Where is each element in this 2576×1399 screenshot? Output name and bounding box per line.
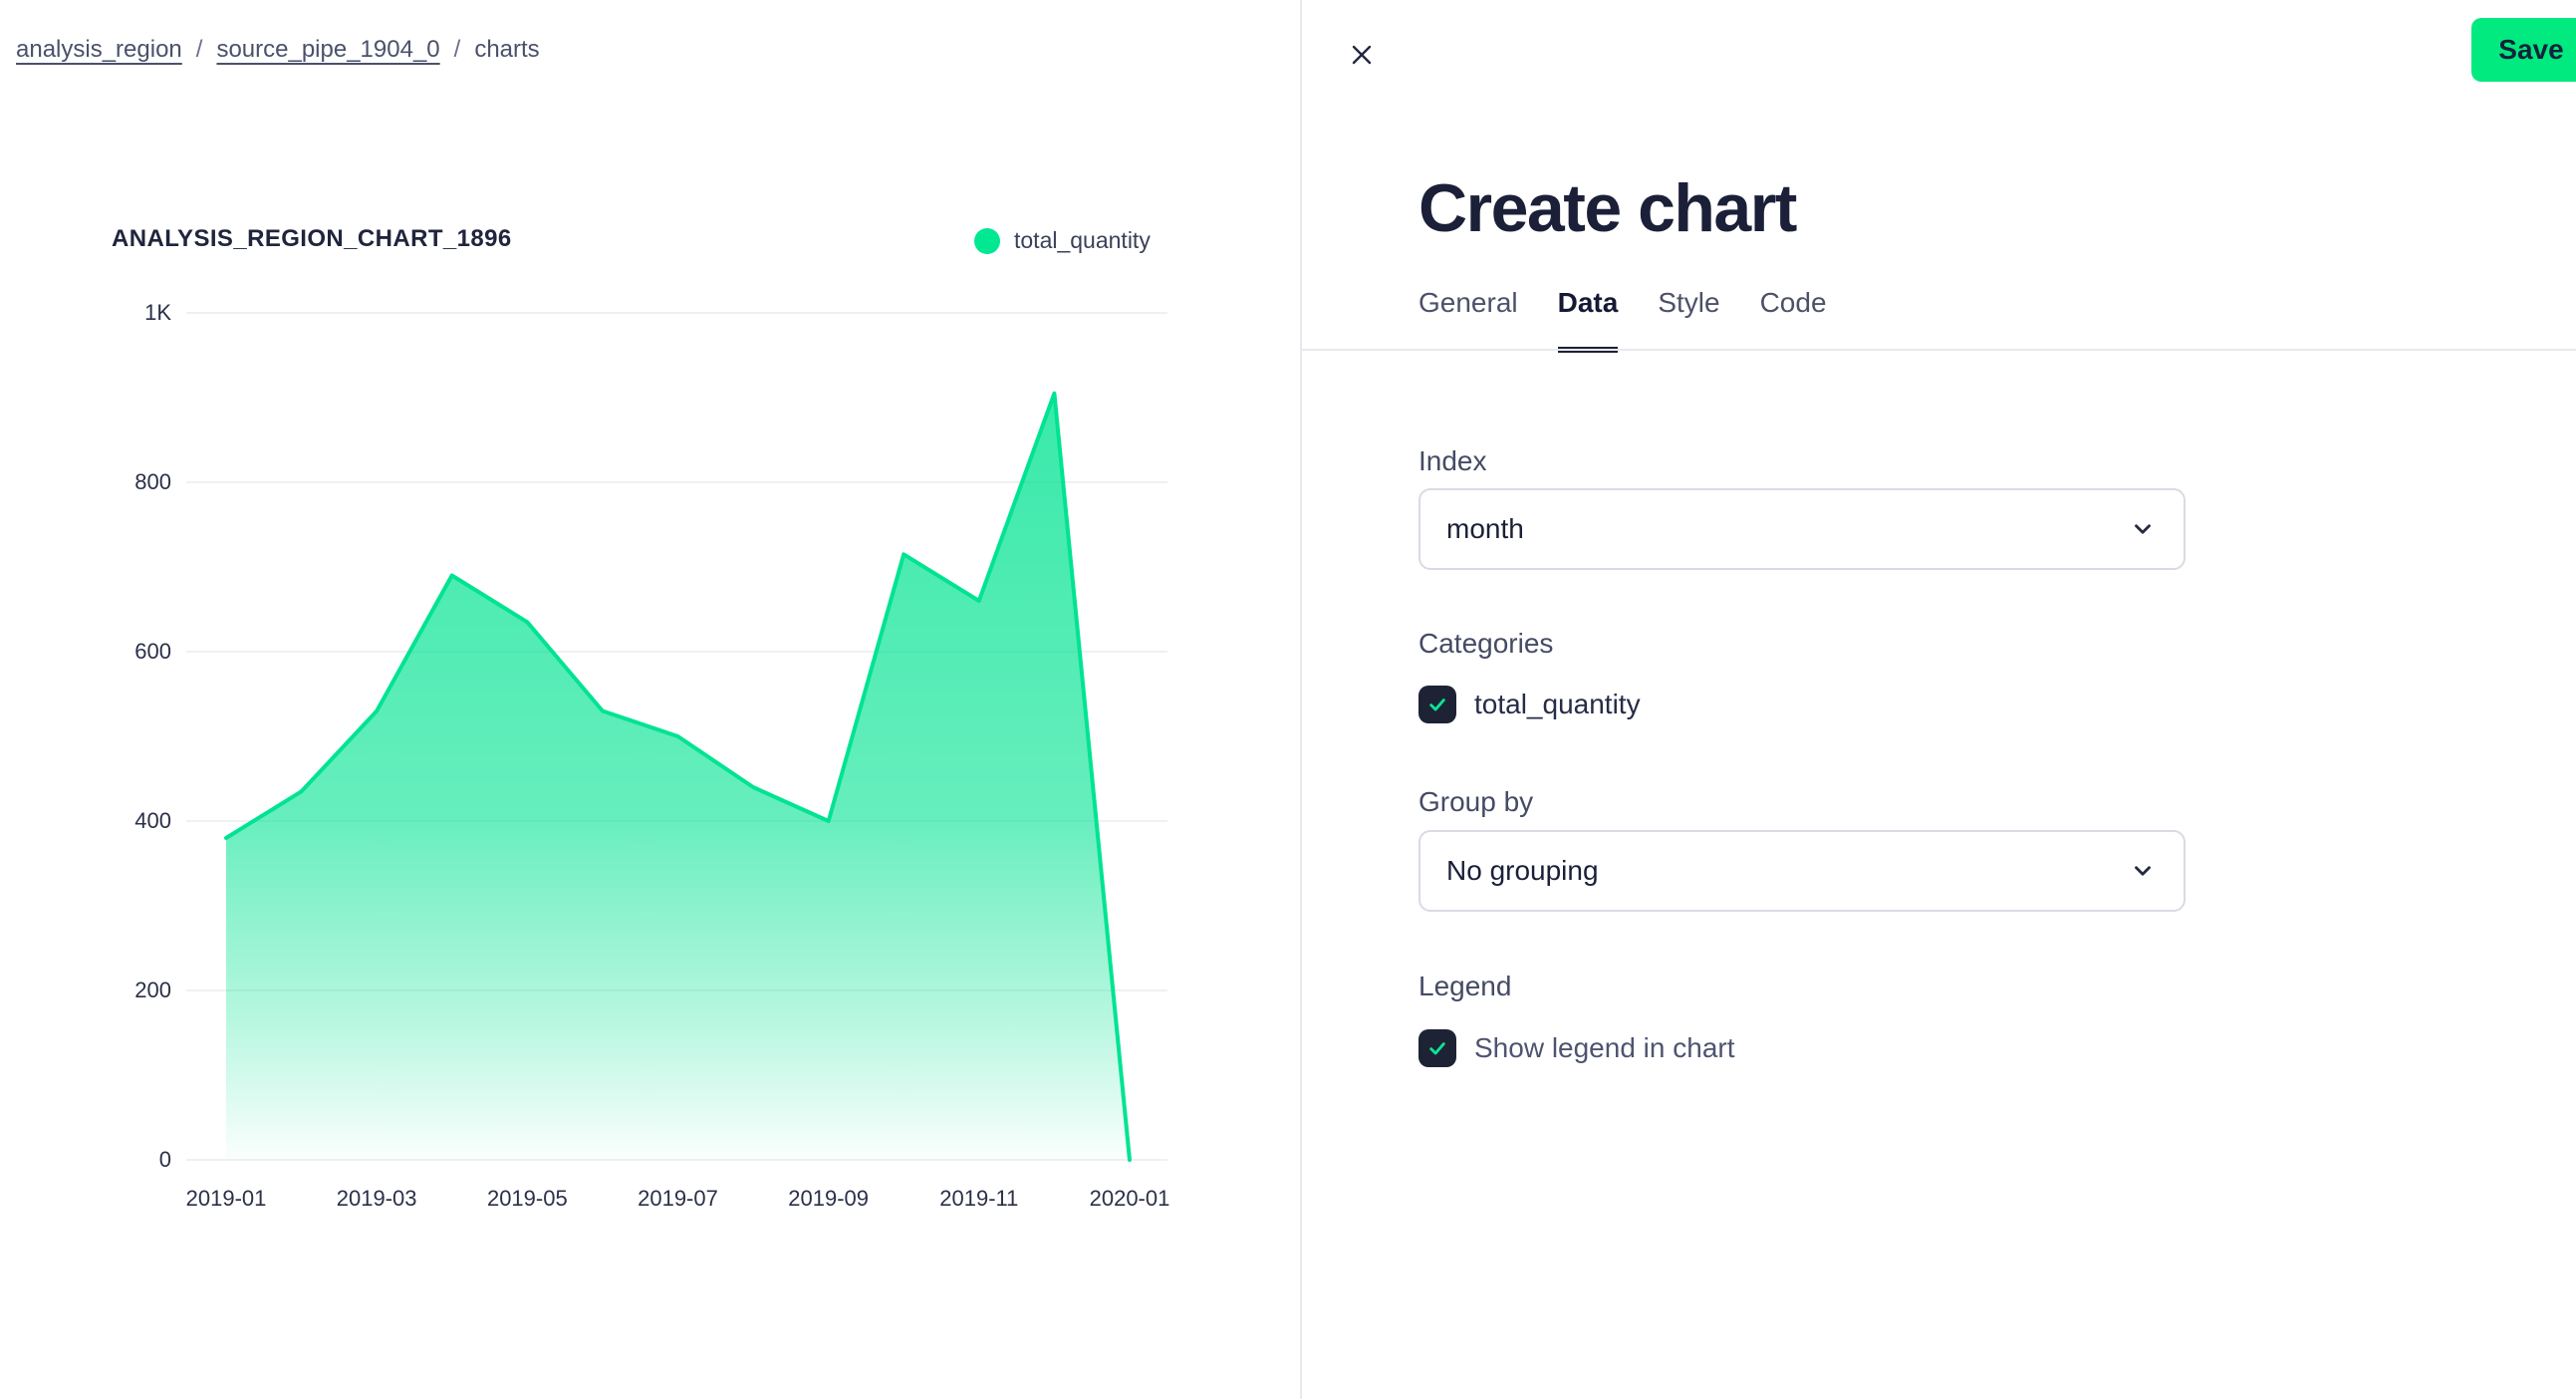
panel-divider (1300, 0, 1302, 1399)
tab-data[interactable]: Data (1557, 287, 1619, 353)
breadcrumb-item-charts: charts (474, 36, 540, 63)
x-tick-label: 2019-05 (486, 1186, 568, 1211)
chevron-down-icon (2135, 866, 2151, 876)
x-tick-label: 2019-01 (185, 1186, 267, 1211)
panel-title: Create chart (1418, 169, 1797, 246)
tabs-divider (1302, 349, 2576, 351)
show-legend-label: Show legend in chart (1474, 1032, 1735, 1063)
chart-title: ANALYSIS_REGION_CHART_1896 (112, 225, 512, 252)
check-icon (1429, 1042, 1445, 1055)
area-chart (186, 312, 1167, 1162)
x-tick-label: 2019-07 (638, 1186, 718, 1211)
show-legend-checkbox[interactable] (1418, 1029, 1456, 1067)
x-tick-label: 2019-11 (939, 1186, 1019, 1211)
x-tick-label: 2019-09 (788, 1186, 870, 1211)
y-tick-label: 400 (134, 808, 171, 833)
legend-section-label: Legend (1418, 971, 1512, 1001)
index-label: Index (1418, 445, 1487, 476)
y-tick-label: 0 (158, 1147, 171, 1172)
breadcrumb-item-source_pipe_1904_0[interactable]: source_pipe_1904_0 (216, 36, 440, 63)
close-button[interactable] (1345, 38, 1379, 72)
tab-code[interactable]: Code (1759, 287, 1827, 318)
categories-label: Categories (1418, 628, 1554, 659)
chart-legend: total_quantity (974, 227, 1151, 254)
breadcrumb-item-analysis_region[interactable]: analysis_region (16, 36, 182, 63)
index-select-value: month (1446, 513, 1524, 544)
tab-style[interactable]: Style (1658, 287, 1720, 318)
group-by-label: Group by (1418, 786, 1534, 817)
group-by-select-value: No grouping (1446, 855, 1599, 886)
panel-tabs: General Data Style Code (1418, 287, 1827, 353)
save-button[interactable]: Save (2471, 18, 2576, 82)
show-legend-checkbox-row[interactable]: Show legend in chart (1418, 1029, 1735, 1067)
y-tick-label: 800 (134, 469, 171, 494)
category-label: total_quantity (1474, 689, 1641, 719)
area-fill (226, 393, 1130, 1160)
y-tick-label: 1K (144, 300, 171, 325)
chevron-down-icon (2135, 524, 2151, 534)
legend-label: total_quantity (1014, 227, 1151, 253)
breadcrumb-separator: / (195, 36, 203, 63)
category-checkbox-row[interactable]: total_quantity (1418, 686, 1641, 723)
breadcrumb-separator: / (453, 36, 461, 63)
close-icon (1352, 45, 1372, 65)
category-checkbox[interactable] (1418, 686, 1456, 723)
y-tick-label: 200 (134, 978, 171, 1002)
x-tick-label: 2020-01 (1089, 1186, 1170, 1211)
check-icon (1429, 699, 1445, 711)
index-select[interactable]: month (1418, 488, 2186, 570)
series-line (224, 391, 1132, 1162)
legend-dot-icon (974, 227, 1000, 254)
tab-general[interactable]: General (1418, 287, 1518, 318)
breadcrumb: analysis_region / source_pipe_1904_0 / chart… (16, 36, 540, 64)
x-tick-label: 2019-03 (336, 1186, 417, 1211)
group-by-select[interactable]: No grouping (1418, 830, 2186, 912)
y-tick-label: 600 (134, 639, 171, 664)
